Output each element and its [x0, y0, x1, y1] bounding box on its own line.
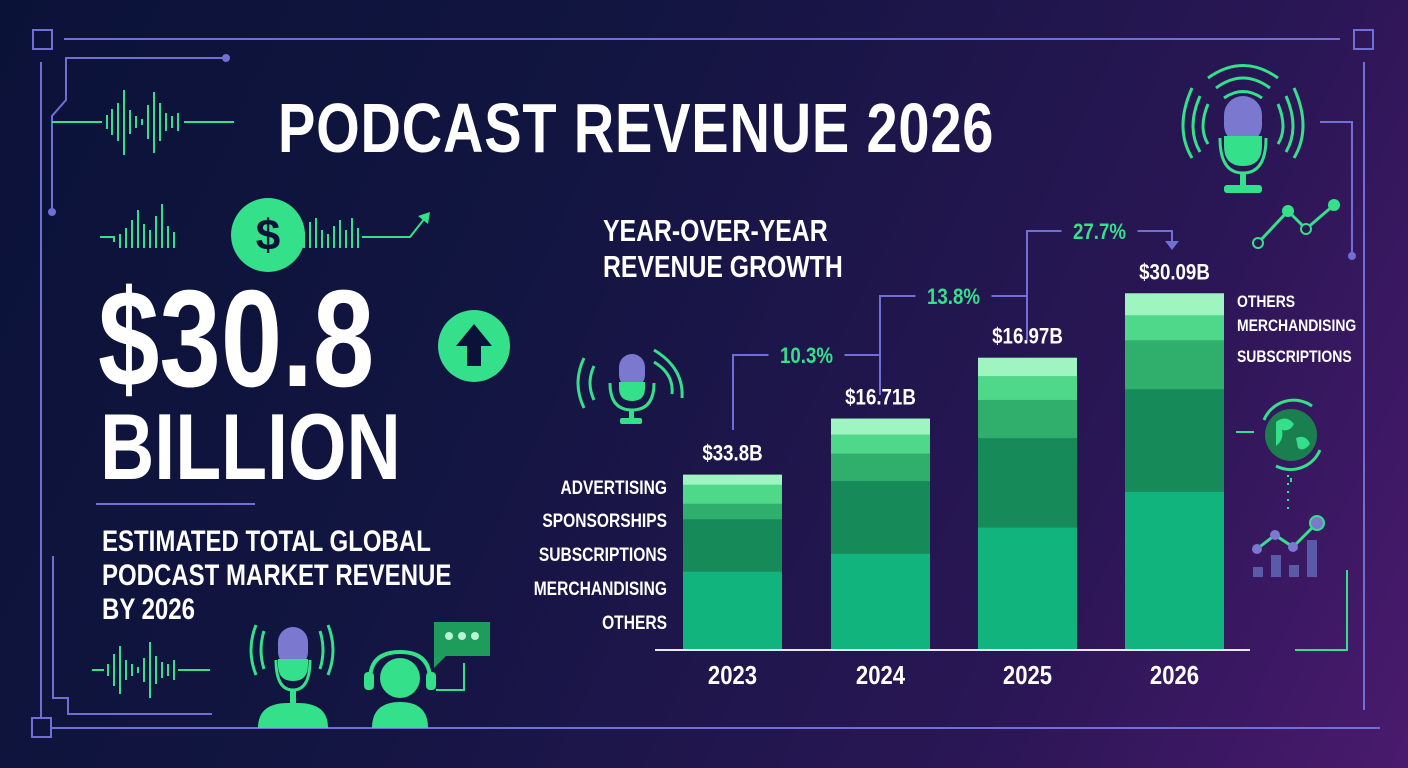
- segment-label-right: MERCHANDISING: [1237, 316, 1357, 335]
- segment-label: SUBSCRIPTIONS: [538, 545, 667, 566]
- segment-label: MERCHANDISING: [533, 579, 667, 600]
- description-line: ESTIMATED TOTAL GLOBAL: [102, 525, 431, 558]
- bar-line-chart-icon: [1252, 475, 1325, 577]
- bar-total-label: $33.8B: [702, 442, 762, 466]
- bar-segment: [978, 375, 1077, 400]
- bar-segment: [683, 518, 782, 572]
- growth-label: 27.7%: [1073, 221, 1126, 245]
- bar-segment: [1125, 491, 1224, 651]
- bar-segment: [1125, 339, 1224, 390]
- bar-segment: [1125, 314, 1224, 341]
- page-title: PODCAST REVENUE 2026: [278, 89, 995, 167]
- growth-label: 10.3%: [780, 345, 833, 369]
- bar-segment: [683, 484, 782, 504]
- bar-segment: [831, 553, 930, 651]
- segment-label: ADVERTISING: [560, 478, 667, 499]
- x-tick-label: 2026: [1150, 661, 1199, 690]
- sound-wave-icon: [52, 90, 234, 155]
- bar-segment: [978, 357, 1077, 377]
- bar-segment: [831, 453, 930, 482]
- arrow-down-icon: [1165, 241, 1179, 250]
- growth-connector: [1137, 230, 1173, 245]
- growth-connector: [1026, 230, 1062, 338]
- bar-segment: [1125, 388, 1224, 492]
- bar-total-label: $16.71B: [845, 386, 916, 410]
- podcast-microphone-icon: [576, 348, 684, 424]
- bar-segment: [831, 480, 930, 554]
- segment-label-right: OTHERS: [1237, 292, 1296, 311]
- bar-segment: [831, 418, 930, 435]
- chat-bubble-icon: [434, 622, 490, 691]
- growth-label: 13.8%: [927, 286, 980, 310]
- headline-unit: BILLION: [100, 394, 401, 499]
- listener-headphones-icon: [364, 649, 436, 728]
- bar-total-label: $30.09B: [1139, 261, 1210, 285]
- segment-label-right: SUBSCRIPTIONS: [1237, 347, 1352, 366]
- podcast-host-icon: [249, 624, 335, 728]
- bar-segment: [1125, 293, 1224, 316]
- growth-connector: [732, 354, 769, 430]
- bar-segment: [978, 527, 1077, 651]
- globe-icon: [1236, 398, 1322, 482]
- up-arrow-icon: [438, 310, 510, 382]
- segment-label: OTHERS: [602, 613, 667, 634]
- x-tick-label: 2024: [856, 661, 906, 690]
- bar-segment: [683, 571, 782, 651]
- headline-description: ESTIMATED TOTAL GLOBAL PODCAST MARKET RE…: [102, 525, 451, 627]
- podcast-microphone-icon: [1181, 64, 1305, 193]
- growth-connector: [879, 295, 916, 392]
- chart-title: YEAR-OVER-YEAR REVENUE GROWTH: [603, 213, 843, 285]
- description-line: PODCAST MARKET REVENUE: [102, 559, 452, 592]
- bar-segment: [683, 474, 782, 485]
- x-tick-label: 2025: [1003, 661, 1052, 690]
- chart-title-text: YEAR-OVER-YEAR REVENUE GROWTH: [603, 213, 843, 284]
- sound-wave-icon: [100, 204, 430, 248]
- svg-text:$: $: [256, 211, 280, 260]
- bar-segment: [978, 399, 1077, 439]
- segment-label: SPONSORSHIPS: [542, 511, 667, 532]
- dollar-icon: $: [231, 198, 305, 272]
- sound-wave-icon: [92, 642, 210, 698]
- bar-segment: [978, 437, 1077, 528]
- bar-segment: [831, 434, 930, 454]
- headline-value: $30.8: [98, 262, 375, 416]
- bar-segment: [683, 503, 782, 520]
- description-line: BY 2026: [102, 593, 195, 626]
- x-tick-label: 2023: [708, 661, 757, 690]
- line-chart-icon: [1252, 199, 1340, 249]
